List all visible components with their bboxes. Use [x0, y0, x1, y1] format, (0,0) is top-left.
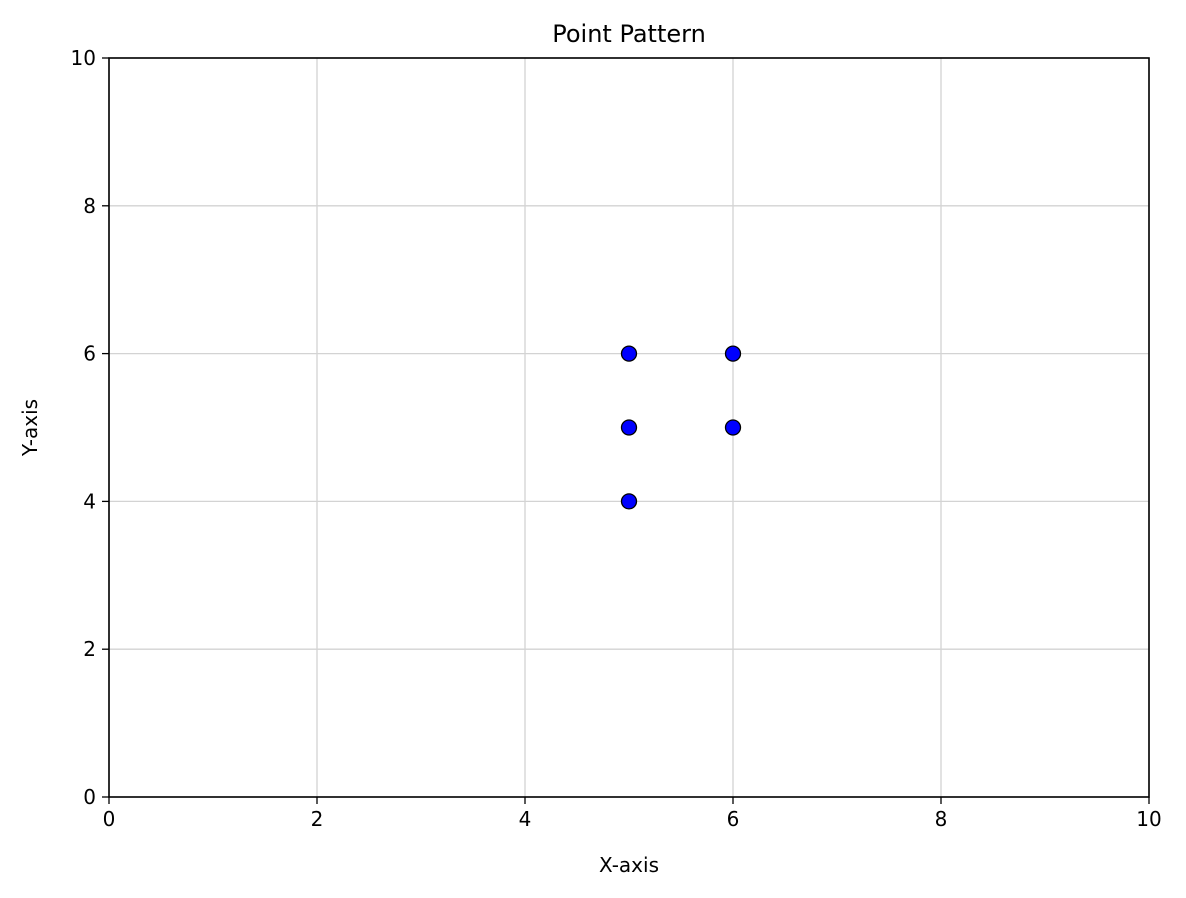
x-tick-label: 8: [935, 807, 948, 831]
plot-area-frame: [108, 57, 1150, 798]
y-tick-label: 10: [71, 46, 96, 70]
y-tick-label: 8: [83, 194, 96, 218]
data-point: [620, 419, 638, 436]
y-tick-label: 4: [83, 489, 96, 513]
y-axis-label: Y-axis: [18, 399, 42, 457]
data-point: [620, 493, 638, 510]
y-tick-label: 0: [83, 785, 96, 809]
tick-layer: 0 2 4 6 8 10 0 2 4 6 8 10: [71, 46, 1162, 831]
y-tick-label: 2: [83, 637, 96, 661]
x-tick-label: 6: [727, 807, 740, 831]
chart-title: Point Pattern: [552, 20, 706, 48]
x-tick-label: 2: [311, 807, 324, 831]
data-point: [620, 345, 638, 362]
x-tick-label: 4: [519, 807, 532, 831]
y-tick-label: 6: [83, 342, 96, 366]
x-tick-label: 10: [1136, 807, 1161, 831]
data-points: [620, 345, 742, 510]
x-axis-label: X-axis: [599, 853, 659, 877]
data-point: [724, 345, 742, 362]
x-tick-label: 0: [103, 807, 116, 831]
data-point: [724, 419, 742, 436]
